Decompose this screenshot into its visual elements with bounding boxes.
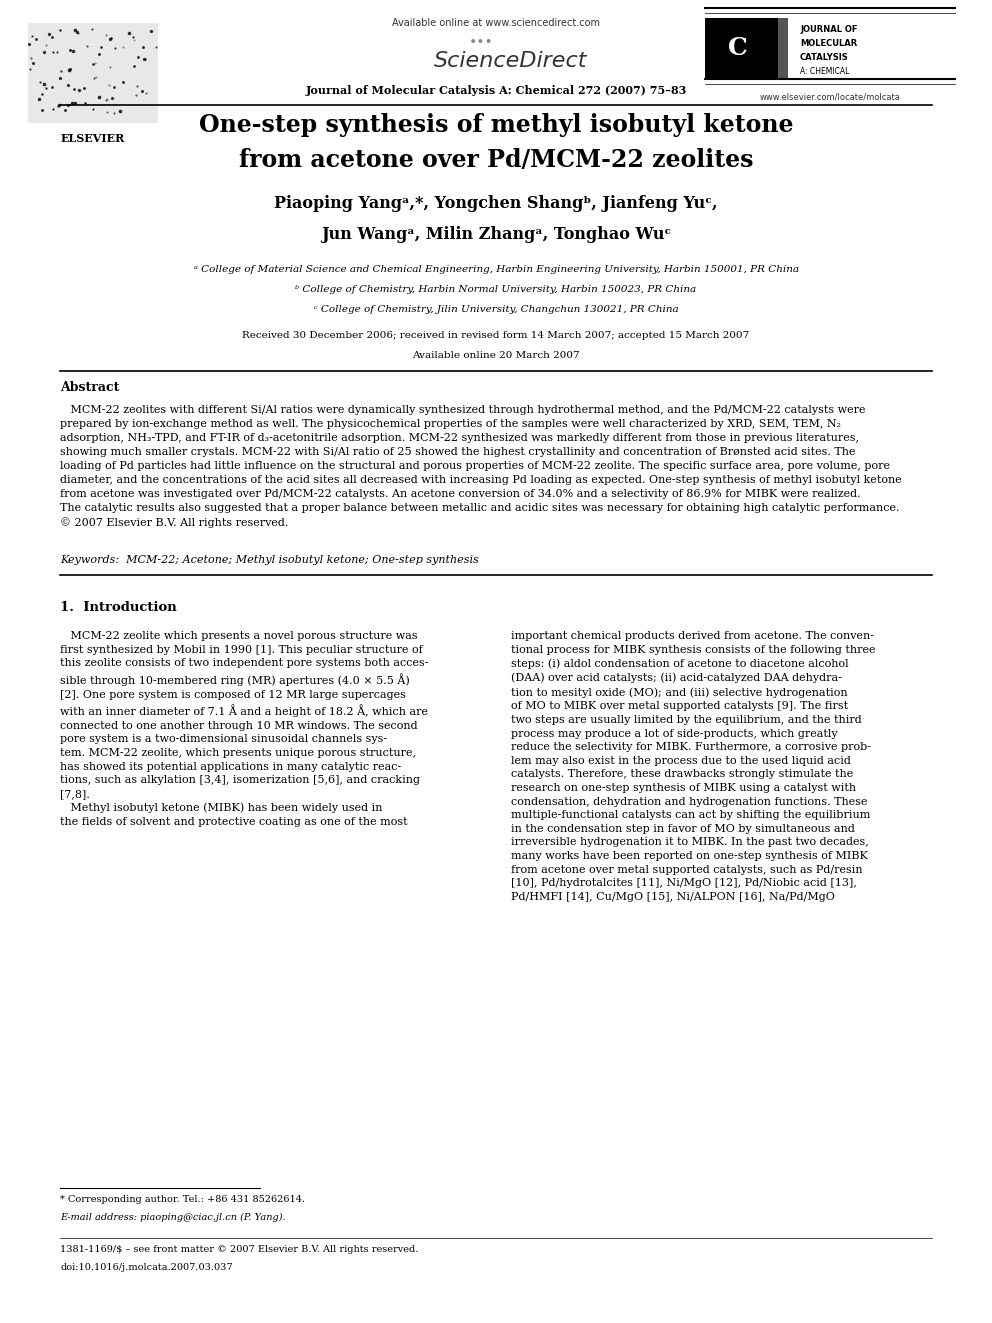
Bar [28, 22, 158, 123]
Text: ScienceDirect: ScienceDirect [434, 52, 587, 71]
Text: Received 30 December 2006; received in revised form 14 March 2007; accepted 15 M: Received 30 December 2006; received in r… [242, 331, 750, 340]
Text: important chemical products derived from acetone. The conven-
tional process for: important chemical products derived from… [511, 631, 876, 902]
Text: ᶜ College of Chemistry, Jilin University, Changchun 130021, PR China: ᶜ College of Chemistry, Jilin University… [313, 306, 679, 314]
Text: C: C [728, 36, 748, 60]
Text: www.elsevier.com/locate/molcata: www.elsevier.com/locate/molcata [760, 93, 901, 102]
Text: * Corresponding author. Tel.: +86 431 85262614.: * Corresponding author. Tel.: +86 431 85… [60, 1195, 306, 1204]
Text: ELSEVIER: ELSEVIER [61, 134, 125, 144]
Text: •••: ••• [468, 34, 493, 49]
Text: ᵇ College of Chemistry, Harbin Normal University, Harbin 150023, PR China: ᵇ College of Chemistry, Harbin Normal Un… [296, 284, 696, 294]
Text: Jun Wangᵃ, Milin Zhangᵃ, Tonghao Wuᶜ: Jun Wangᵃ, Milin Zhangᵃ, Tonghao Wuᶜ [320, 226, 672, 243]
Text: A: CHEMICAL: A: CHEMICAL [800, 67, 849, 75]
Text: ᵃ College of Material Science and Chemical Engineering, Harbin Engineering Unive: ᵃ College of Material Science and Chemic… [193, 265, 799, 274]
Text: JOURNAL OF: JOURNAL OF [800, 25, 857, 34]
Text: MCM-22 zeolite which presents a novel porous structure was
first synthesized by : MCM-22 zeolite which presents a novel po… [60, 631, 429, 827]
Text: One-step synthesis of methyl isobutyl ketone: One-step synthesis of methyl isobutyl ke… [198, 112, 794, 138]
Text: Available online 20 March 2007: Available online 20 March 2007 [413, 351, 579, 360]
Bar [778, 19, 788, 78]
Text: 1.  Introduction: 1. Introduction [60, 601, 177, 614]
Text: Keywords:  MCM-22; Acetone; Methyl isobutyl ketone; One-step synthesis: Keywords: MCM-22; Acetone; Methyl isobut… [60, 556, 479, 565]
Bar [705, 19, 780, 78]
Text: doi:10.1016/j.molcata.2007.03.037: doi:10.1016/j.molcata.2007.03.037 [60, 1263, 233, 1271]
Text: 1381-1169/$ – see front matter © 2007 Elsevier B.V. All rights reserved.: 1381-1169/$ – see front matter © 2007 El… [60, 1245, 419, 1254]
Text: E-mail address: piaoping@ciac.jl.cn (P. Yang).: E-mail address: piaoping@ciac.jl.cn (P. … [60, 1213, 286, 1222]
Text: Available online at www.sciencedirect.com: Available online at www.sciencedirect.co… [392, 19, 600, 28]
Text: CATALYSIS: CATALYSIS [800, 53, 849, 62]
Text: Journal of Molecular Catalysis A: Chemical 272 (2007) 75–83: Journal of Molecular Catalysis A: Chemic… [306, 85, 686, 97]
Text: MCM-22 zeolites with different Si/Al ratios were dynamically synthesized through: MCM-22 zeolites with different Si/Al rat… [60, 405, 902, 528]
Text: Abstract: Abstract [60, 381, 119, 394]
Text: Piaoping Yangᵃ,*, Yongchen Shangᵇ, Jianfeng Yuᶜ,: Piaoping Yangᵃ,*, Yongchen Shangᵇ, Jianf… [274, 194, 718, 212]
Text: from acetone over Pd/MCM-22 zeolites: from acetone over Pd/MCM-22 zeolites [239, 148, 753, 172]
Text: MOLECULAR: MOLECULAR [800, 38, 857, 48]
